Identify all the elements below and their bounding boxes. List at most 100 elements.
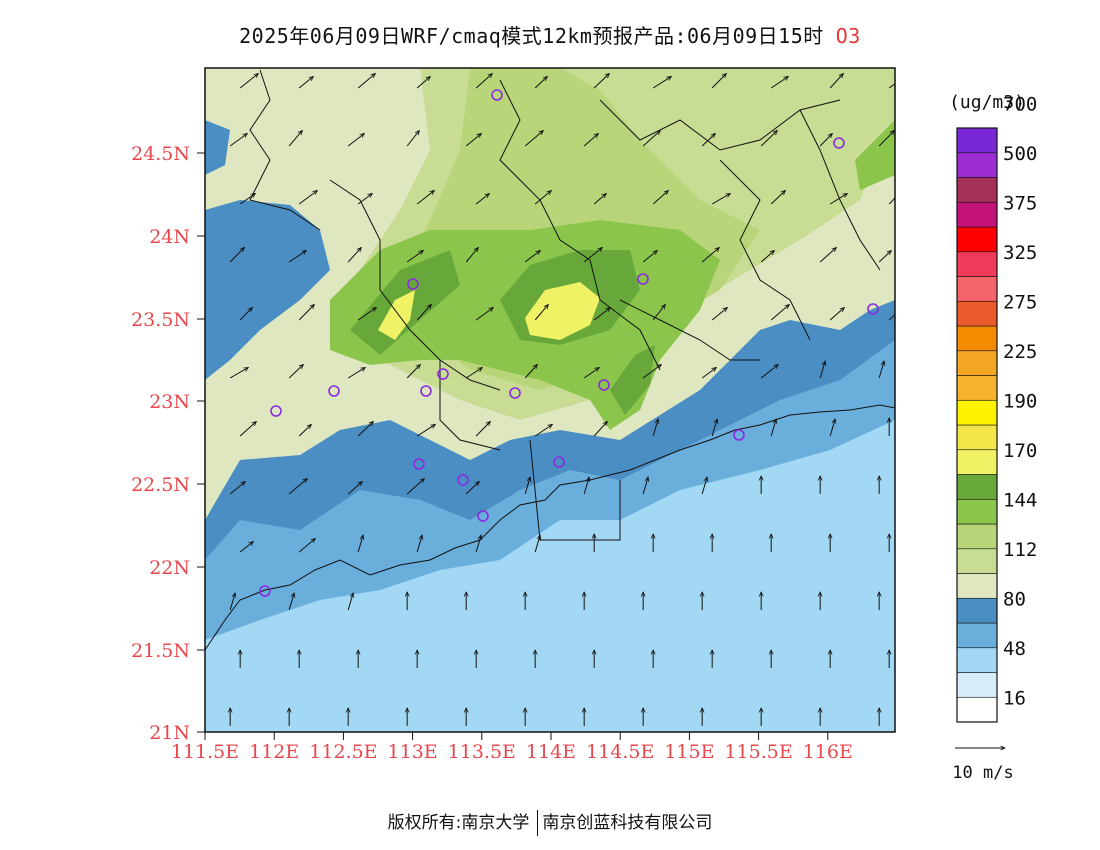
lat-tick-label: 24.5N [131, 143, 190, 165]
wind-arrow [416, 424, 435, 437]
wind-arrow [416, 535, 422, 553]
colorbar-cell [956, 127, 998, 154]
lon-tick-label: 111.5E [171, 741, 239, 763]
wind-arrow [524, 477, 530, 495]
wind-arrow [465, 247, 478, 263]
lon-tick-label: 112E [249, 741, 299, 763]
field-nw-patch [205, 120, 230, 175]
wind-legend-label: 10 m/s [952, 763, 1013, 783]
wind-arrow [288, 250, 306, 263]
wind-arrow [770, 190, 785, 205]
wind-arrow [406, 250, 423, 263]
wind-arrow [524, 130, 543, 147]
colorbar-label: 112 [1003, 539, 1037, 561]
wind-arrow [701, 247, 719, 263]
wind-arrow [711, 193, 730, 205]
colorbar-label: 48 [1003, 638, 1026, 660]
colorbar-label: 325 [1003, 242, 1037, 264]
wind-arrow [593, 421, 607, 437]
wind-arrow [229, 593, 235, 611]
colorbar-cell [956, 325, 998, 352]
wind-arrow [229, 481, 245, 495]
wind-arrow [288, 364, 303, 379]
site-marker [833, 137, 845, 149]
site-marker [328, 385, 340, 397]
wind-arrow [347, 133, 364, 147]
site-marker [637, 273, 649, 285]
site-marker [259, 585, 271, 597]
longitude-axis: 111.5E 112E 112.5E 113E 113.5E 114E 114.5E 115E… [171, 732, 853, 763]
wind-arrow [888, 83, 895, 89]
wind-arrow [642, 477, 648, 495]
wind-arrow [347, 247, 361, 263]
site-marker [420, 385, 432, 397]
lon-tick-label: 113E [388, 741, 438, 763]
wind-legend: 10 m/s [952, 748, 1014, 783]
wind-arrow [416, 190, 434, 205]
wind-arrow [298, 304, 314, 321]
coastline [205, 404, 895, 651]
wind-arrow [406, 478, 424, 495]
chart-title: 2025年06月09日WRF/cmaq模式12km预报产品:06月09日15时 O… [0, 20, 1100, 49]
wind-arrow [534, 535, 540, 553]
wind-arrow [229, 247, 244, 263]
wind-arrow [829, 307, 844, 321]
site-marker [509, 387, 521, 399]
footer-copyright: 版权所有:南京大学 [387, 813, 530, 833]
field-sea [205, 420, 895, 732]
wind-arrow [357, 193, 372, 205]
wind-arrow [465, 367, 482, 379]
wind-arrow [239, 421, 256, 437]
wind-arrow [642, 250, 657, 263]
colorbar-cell [956, 399, 998, 426]
wind-arrow [465, 481, 479, 495]
footer-company: 南京创蓝科技有限公司 [542, 813, 713, 833]
site-marker [437, 368, 449, 380]
lat-tick-label: 22N [149, 557, 190, 579]
field-sea-south [205, 680, 895, 732]
colorbar-cell [956, 573, 998, 599]
wind-arrow [239, 307, 252, 321]
latitude-axis: 24.5N 24N 23.5N 23N 22.5N 22N 21.5N 21N [131, 143, 205, 744]
colorbar-label: 225 [1003, 341, 1037, 363]
colorbar-label: 144 [1003, 489, 1037, 511]
plot-frame [204, 67, 896, 733]
wind-arrow [878, 361, 884, 379]
lat-tick-label: 21.5N [131, 640, 190, 662]
wind-arrow [347, 593, 353, 611]
lon-tick-label: 115.5E [724, 741, 792, 763]
wind-arrow [829, 419, 835, 437]
lat-tick-label: 23N [149, 391, 190, 413]
wind-arrow [829, 193, 847, 205]
wind-arrow [583, 367, 599, 379]
lat-tick-label: 24N [149, 226, 190, 248]
wind-arrow [239, 541, 253, 553]
wind-arrow [534, 424, 552, 437]
wind-arrow [878, 250, 891, 263]
lon-tick-label: 114E [526, 741, 576, 763]
monitoring-sites [259, 89, 879, 597]
wind-arrow [357, 535, 363, 553]
site-marker [413, 458, 425, 470]
wind-arrow [298, 424, 311, 437]
wind-arrow [357, 73, 375, 89]
wind-arrow [760, 130, 777, 147]
wind-arrow [288, 593, 294, 611]
wind-arrow [239, 193, 255, 205]
county-border-1 [249, 69, 321, 231]
wind-arrow [583, 247, 602, 263]
wind-arrow [711, 419, 717, 437]
wind-arrow [347, 367, 365, 379]
colorbar-cell [956, 424, 998, 451]
wind-arrow [819, 361, 825, 379]
wind-arrow [652, 419, 658, 437]
colorbar-cell [956, 474, 998, 500]
wind-arrow [583, 477, 589, 495]
wind-arrow [888, 197, 895, 205]
lon-tick-label: 113.5E [448, 741, 516, 763]
lon-tick-label: 116E [803, 741, 853, 763]
colorbar-cell [956, 375, 998, 401]
county-border-2 [329, 179, 501, 391]
colorbar-cell [956, 251, 998, 277]
colorbar-label: 275 [1003, 291, 1037, 313]
